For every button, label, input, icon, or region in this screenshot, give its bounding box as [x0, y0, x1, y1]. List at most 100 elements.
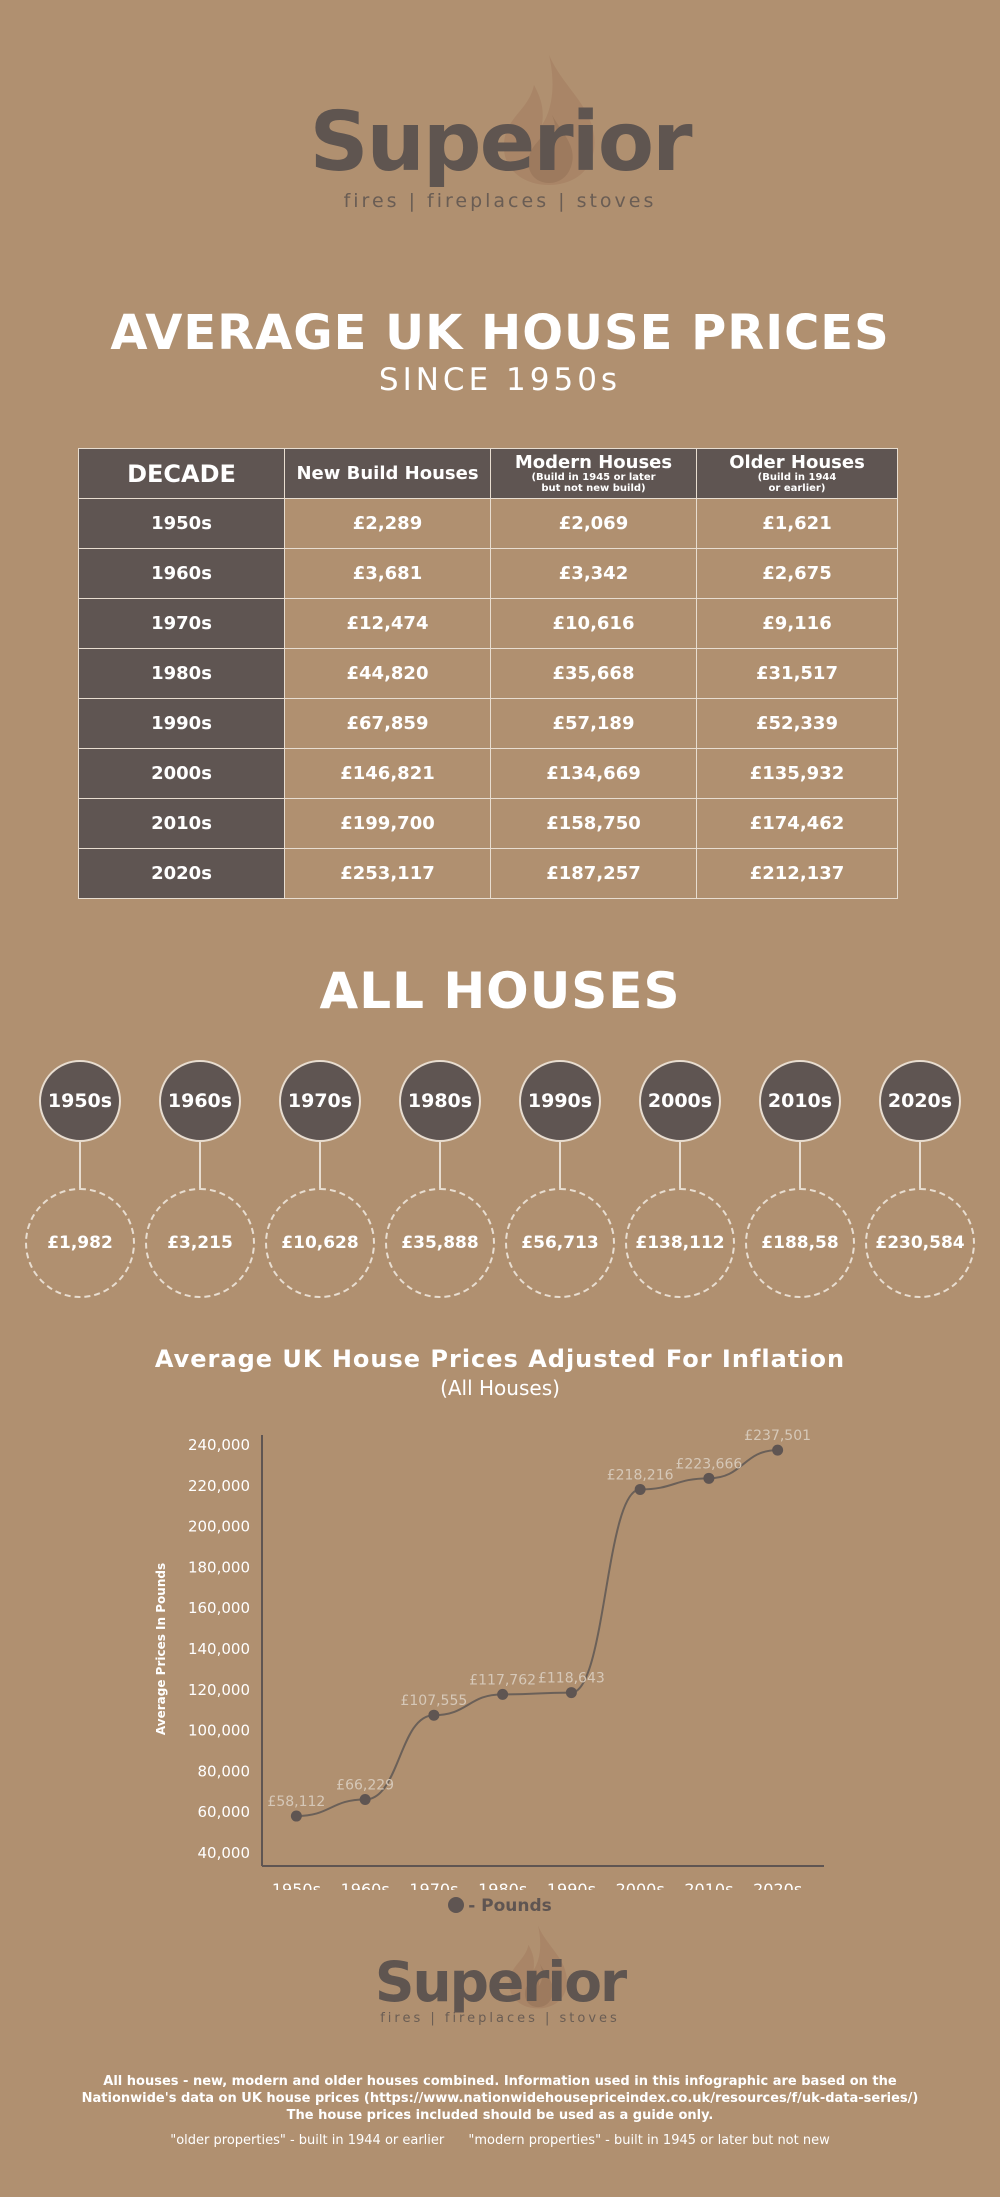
x-tick-label: 1950s	[272, 1880, 321, 1890]
older-definition: "older properties" - built in 1944 or ea…	[170, 2133, 445, 2148]
cell-decade: 1960s	[78, 548, 285, 599]
decade-circle-group: 1950s £1,982	[20, 1060, 140, 1298]
table-row: 1980s £44,820 £35,668 £31,517	[78, 648, 898, 699]
cell-modern: £3,342	[490, 548, 697, 599]
data-label: £223,666	[675, 1456, 742, 1472]
x-tick-label: 1970s	[409, 1880, 458, 1890]
cell-modern: £134,669	[490, 748, 697, 799]
price-table: DECADE New Build Houses Modern Houses (B…	[78, 448, 898, 899]
cell-modern: £35,668	[490, 648, 697, 699]
data-label: £66,229	[336, 1777, 394, 1793]
header-modern-label: Modern Houses	[514, 451, 673, 473]
header-older-label: Older Houses	[729, 451, 865, 473]
cell-new-build: £44,820	[284, 648, 491, 699]
data-label: £117,762	[469, 1672, 536, 1688]
cell-decade: 1980s	[78, 648, 285, 699]
cell-older: £174,462	[696, 798, 898, 849]
connector-line	[79, 1142, 81, 1188]
page-subtitle: SINCE 1950s	[378, 362, 622, 398]
cell-new-build: £3,681	[284, 548, 491, 599]
cell-new-build: £12,474	[284, 598, 491, 649]
cell-older: £52,339	[696, 698, 898, 749]
header-older-note-2: or earlier)	[768, 482, 826, 494]
flame-icon	[504, 55, 595, 185]
decade-circle: 1980s	[399, 1060, 481, 1142]
header-decade: DECADE	[78, 448, 285, 499]
value-circle: £10,628	[265, 1188, 375, 1298]
value-circle: £188,58	[745, 1188, 855, 1298]
data-point	[290, 1810, 302, 1822]
cell-modern: £158,750	[490, 798, 697, 849]
connector-line	[439, 1142, 441, 1188]
chart-legend: - Pounds	[0, 1896, 1000, 1916]
header-older-note-1: (Build in 1944	[757, 471, 837, 483]
decade-circle: 1950s	[39, 1060, 121, 1142]
cell-older: £2,675	[696, 548, 898, 599]
series-line	[296, 1449, 778, 1818]
header-new-build: New Build Houses	[284, 448, 491, 499]
y-tick-label: 180,000	[188, 1558, 250, 1576]
data-point	[565, 1687, 577, 1699]
footnote: All houses - new, modern and older house…	[40, 2073, 960, 2124]
decade-circle: 2020s	[879, 1060, 961, 1142]
table-row: 2010s £199,700 £158,750 £174,462	[78, 798, 898, 849]
data-point	[428, 1709, 440, 1721]
y-tick-label: 120,000	[188, 1681, 250, 1699]
cell-decade: 2000s	[78, 748, 285, 799]
header-new-build-label: New Build Houses	[296, 462, 479, 484]
cell-older: £31,517	[696, 648, 898, 699]
cell-older: £212,137	[696, 848, 898, 899]
header-modern-note-1: (Build in 1945 or later	[531, 471, 656, 483]
y-axis-label: Average Prices In Pounds	[154, 1563, 168, 1735]
y-tick-label: 60,000	[198, 1803, 251, 1821]
cell-new-build: £199,700	[284, 798, 491, 849]
x-tick-label: 2000s	[616, 1880, 665, 1890]
definitions: "older properties" - built in 1944 or ea…	[40, 2133, 960, 2148]
footer-brand-tagline: fires | fireplaces | stoves	[380, 2011, 620, 2026]
connector-line	[919, 1142, 921, 1188]
data-point	[359, 1793, 371, 1805]
inflation-line-chart: 40,000 60,000 80,000 100,000 120,000 140,000 1…	[154, 1428, 824, 1890]
all-houses-title: ALL HOUSES	[319, 962, 681, 1020]
footnote-line-3: The house prices included should be used…	[286, 2108, 714, 2123]
data-label: £237,501	[744, 1428, 811, 1444]
value-circle: £3,215	[145, 1188, 255, 1298]
y-tick-label: 40,000	[198, 1844, 251, 1862]
table-row: 1970s £12,474 £10,616 £9,116	[78, 598, 898, 649]
cell-decade: 1990s	[78, 698, 285, 749]
table-row: 2000s £146,821 £134,669 £135,932	[78, 748, 898, 799]
flame-icon	[509, 1925, 567, 2009]
x-tick-label: 1960s	[341, 1880, 390, 1890]
cell-new-build: £146,821	[284, 748, 491, 799]
legend-label: - Pounds	[468, 1896, 552, 1916]
y-tick-label: 80,000	[198, 1762, 251, 1780]
connector-line	[679, 1142, 681, 1188]
decade-circle-group: 2010s £188,58	[740, 1060, 860, 1298]
header-modern-note-2: but not new build)	[541, 482, 646, 494]
modern-definition: "modern properties" - built in 1945 or l…	[468, 2133, 830, 2148]
cell-modern: £187,257	[490, 848, 697, 899]
cell-decade: 2020s	[78, 848, 285, 899]
value-circle: £56,713	[505, 1188, 615, 1298]
connector-line	[319, 1142, 321, 1188]
cell-modern: £10,616	[490, 598, 697, 649]
data-point	[772, 1444, 784, 1456]
cell-new-build: £253,117	[284, 848, 491, 899]
cell-modern: £57,189	[490, 698, 697, 749]
page-title: AVERAGE UK HOUSE PRICES	[110, 305, 890, 361]
decade-circle-group: 2020s £230,584	[860, 1060, 980, 1298]
decade-circle: 2000s	[639, 1060, 721, 1142]
legend-dot-icon	[448, 1897, 465, 1913]
y-tick-label: 220,000	[188, 1477, 250, 1495]
chart-subtitle: (All Houses)	[440, 1376, 560, 1400]
data-label: £58,112	[267, 1794, 325, 1810]
decade-circle-group: 1990s £56,713	[500, 1060, 620, 1298]
brand-name: Superior	[309, 95, 692, 190]
decade-circle-group: 1960s £3,215	[140, 1060, 260, 1298]
footnote-line-1: All houses - new, modern and older house…	[103, 2074, 897, 2089]
value-circle: £1,982	[25, 1188, 135, 1298]
decade-circle: 1990s	[519, 1060, 601, 1142]
footer-logo: Superior fires | fireplaces | stoves	[0, 1925, 1000, 2026]
table-row: 1950s £2,289 £2,069 £1,621	[78, 498, 898, 549]
connector-line	[199, 1142, 201, 1188]
